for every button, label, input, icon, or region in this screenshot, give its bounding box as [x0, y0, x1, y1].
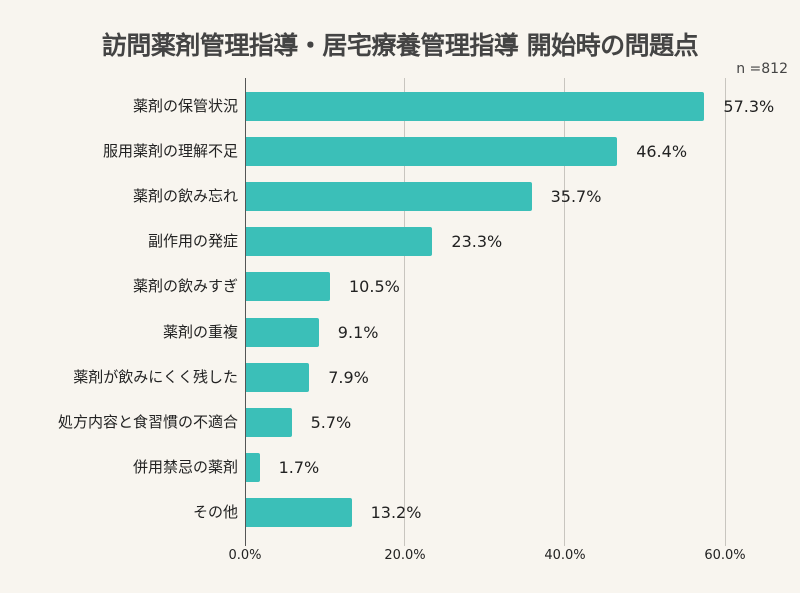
chart-title: 訪問薬剤管理指導・居宅療養管理指導 開始時の問題点 — [101, 31, 699, 60]
category-label: 薬剤の保管状況 — [132, 97, 238, 115]
gridline-40 — [564, 78, 565, 546]
value-label: 7.9% — [328, 368, 369, 387]
category-label: 薬剤の重複 — [162, 323, 238, 341]
sample-size-label: n =812 — [736, 61, 788, 77]
gridline-60 — [725, 78, 726, 546]
bar — [246, 408, 292, 437]
bar — [246, 227, 433, 256]
category-label: 薬剤の飲み忘れ — [132, 187, 238, 205]
bar — [246, 137, 618, 166]
value-label: 1.7% — [278, 458, 320, 477]
bar — [246, 182, 532, 211]
x-tick-60: 60.0% — [704, 548, 746, 563]
bar — [246, 363, 310, 392]
bar — [246, 318, 319, 347]
bar — [246, 498, 352, 527]
category-label: 副作用の発症 — [147, 232, 238, 250]
value-label: 10.5% — [349, 277, 400, 296]
value-label: 46.4% — [636, 142, 688, 161]
value-label: 23.3% — [451, 232, 503, 251]
bar — [246, 453, 260, 482]
x-tick-20: 20.0% — [384, 548, 426, 563]
category-label: 処方内容と食習慣の不適合 — [57, 413, 238, 431]
value-label: 35.7% — [550, 187, 602, 206]
category-label: 薬剤の飲みすぎ — [132, 277, 238, 295]
bar — [246, 272, 330, 301]
value-label: 9.1% — [337, 323, 379, 342]
x-tick-0: 0.0% — [228, 548, 262, 563]
category-label: その他 — [192, 503, 238, 521]
category-label: 併用禁忌の薬剤 — [132, 458, 238, 476]
x-tick-40: 40.0% — [544, 548, 586, 563]
category-label: 服用薬剤の理解不足 — [102, 142, 238, 160]
value-label: 57.3% — [723, 97, 775, 116]
bar — [246, 92, 705, 121]
gridline-20 — [404, 78, 405, 546]
value-label: 5.7% — [310, 413, 352, 432]
value-label: 13.2% — [370, 503, 422, 522]
category-label: 薬剤が飲みにくく残した — [73, 368, 238, 386]
y-axis-line — [245, 78, 246, 546]
